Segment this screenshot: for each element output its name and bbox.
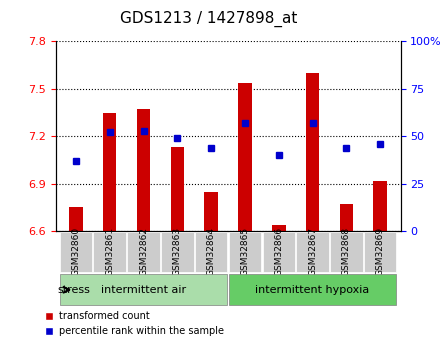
Text: GSM32865: GSM32865 [240, 227, 250, 276]
Bar [340, 204, 353, 231]
Legend: transformed count, percentile rank within the sample: transformed count, percentile rank withi… [40, 307, 228, 340]
Text: GDS1213 / 1427898_at: GDS1213 / 1427898_at [121, 10, 298, 27]
Bar [103, 112, 117, 231]
Text: intermittent hypoxia: intermittent hypoxia [255, 285, 370, 295]
FancyBboxPatch shape [195, 232, 227, 272]
FancyBboxPatch shape [93, 232, 126, 272]
Bar [373, 180, 387, 231]
Text: GSM32862: GSM32862 [139, 227, 148, 276]
Text: GSM32869: GSM32869 [376, 227, 385, 276]
Text: GSM32863: GSM32863 [173, 227, 182, 276]
FancyBboxPatch shape [60, 232, 92, 272]
Bar [170, 147, 184, 231]
Text: GSM32866: GSM32866 [274, 227, 283, 276]
Bar [137, 109, 150, 231]
Text: GSM32860: GSM32860 [71, 227, 81, 276]
FancyBboxPatch shape [127, 232, 160, 272]
FancyBboxPatch shape [263, 232, 295, 272]
FancyBboxPatch shape [229, 274, 396, 305]
Bar [69, 207, 83, 231]
FancyBboxPatch shape [364, 232, 396, 272]
Text: GSM32861: GSM32861 [105, 227, 114, 276]
Bar [306, 73, 320, 231]
Bar [272, 225, 286, 231]
FancyBboxPatch shape [296, 232, 329, 272]
FancyBboxPatch shape [60, 274, 227, 305]
FancyBboxPatch shape [330, 232, 363, 272]
FancyBboxPatch shape [161, 232, 194, 272]
Text: GSM32867: GSM32867 [308, 227, 317, 276]
Bar [204, 191, 218, 231]
Text: intermittent air: intermittent air [101, 285, 186, 295]
Text: GSM32868: GSM32868 [342, 227, 351, 276]
Text: GSM32864: GSM32864 [206, 227, 216, 276]
FancyBboxPatch shape [229, 232, 261, 272]
Bar [238, 82, 252, 231]
Text: stress: stress [57, 285, 90, 295]
